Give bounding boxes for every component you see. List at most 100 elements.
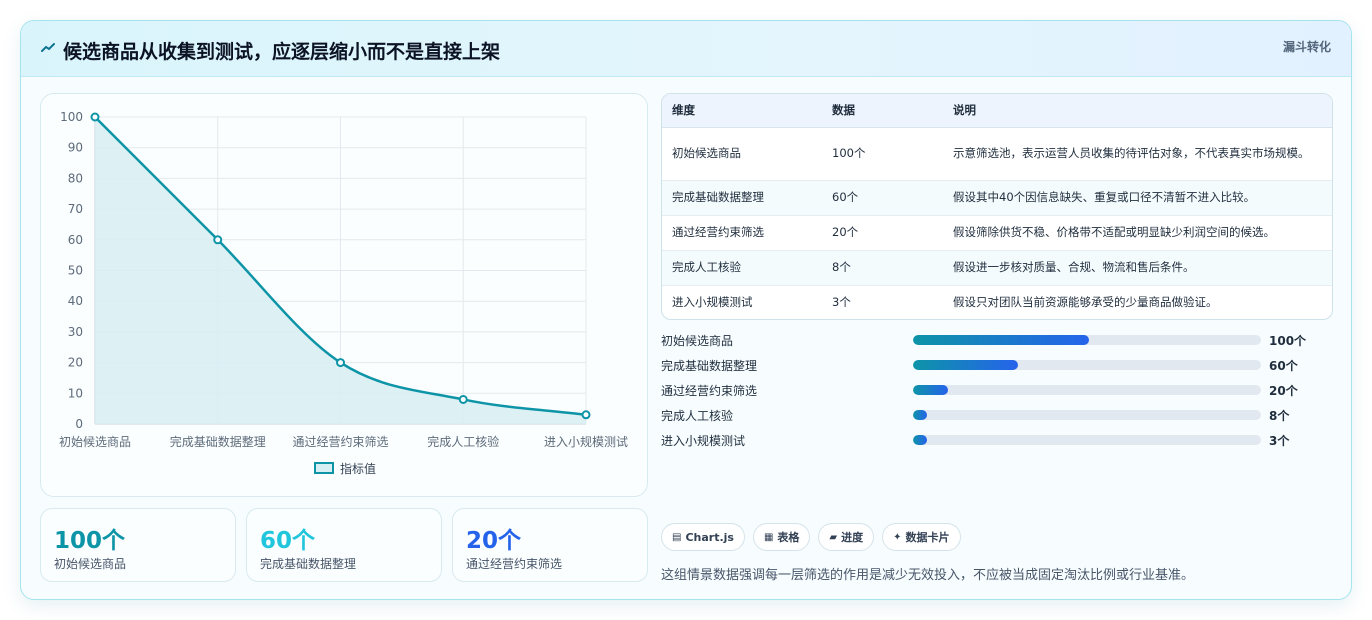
table-cell: 100个: [822, 127, 943, 181]
table-header-cell: 说明: [943, 94, 1332, 128]
y-tick-label: 70: [68, 202, 83, 216]
y-tick-label: 80: [68, 171, 83, 185]
series-line: [94, 116, 587, 417]
progress-icon: ▰: [829, 531, 838, 543]
chip-label: Chart.js: [685, 530, 734, 544]
table-row: 通过经营约束筛选 20个 假设筛除供货不稳、价格带不适配或明显缺少利润空间的候选…: [662, 215, 1332, 251]
table-cell: 20个: [822, 215, 943, 251]
progress-label: 初始候选商品: [661, 334, 734, 348]
stat-label: 初始候选商品: [54, 557, 127, 571]
funnel-card: 候选商品从收集到测试，应逐层缩小而不是直接上架 漏斗转化 0 10 20 30 40 50…: [20, 20, 1352, 600]
stat-label: 通过经营约束筛选: [466, 557, 563, 571]
line-chart: 0 10 20 30 40 50 60 70 80 90 100 初始候选商品 完成基础数据整理 通过经营…: [59, 110, 628, 449]
progress-value: 60个: [1269, 359, 1298, 373]
chip-label: 进度: [841, 531, 864, 544]
x-tick-label: 完成人工核验: [427, 434, 499, 449]
y-tick-label: 0: [75, 417, 83, 431]
sparkle-icon: ✦: [893, 531, 902, 543]
table-cell: 示意筛选池，表示运营人员收集的待评估对象，不代表真实市场规模。: [943, 127, 1332, 181]
table-header-cell: 数据: [822, 94, 943, 128]
table-cell: 初始候选商品: [662, 127, 822, 181]
page-title: 候选商品从收集到测试，应逐层缩小而不是直接上架: [63, 41, 501, 63]
progress-label: 完成基础数据整理: [661, 359, 758, 373]
progress-row: 初始候选商品 100个: [661, 329, 1341, 349]
progress-fill: [913, 435, 927, 445]
table-cell: 通过经营约束筛选: [662, 215, 822, 251]
table-cell: 进入小规模测试: [672, 294, 753, 309]
data-point: [336, 358, 345, 368]
data-point: [458, 394, 468, 404]
progress-value: 3个: [1269, 434, 1290, 448]
x-tick-label: 完成基础数据整理: [170, 434, 266, 449]
stat-value: 20个: [466, 528, 522, 554]
table-cell: 8个: [822, 250, 943, 286]
stat-label: 完成基础数据整理: [260, 557, 357, 571]
chip-chartjs[interactable]: ▤ Chart.js: [661, 523, 745, 551]
y-tick-label: 40: [68, 294, 83, 308]
legend-label: 指标值: [340, 461, 377, 476]
progress-row: 完成人工核验 8个: [661, 404, 1341, 424]
progress-label: 完成人工核验: [661, 409, 734, 423]
table-cell: 假设其中40个因信息缺失、重复或口径不清暂不进入比较。: [943, 180, 1332, 216]
data-point: [581, 410, 591, 420]
x-tick-label: 进入小规模测试: [544, 434, 628, 449]
table-row: 初始候选商品 100个 示意筛选池，表示运营人员收集的待评估对象，不代表真实市场…: [662, 127, 1332, 181]
progress-fill: [913, 385, 949, 395]
table-row: 完成基础数据整理 60个 假设其中40个因信息缺失、重复或口径不清暂不进入比较。: [662, 180, 1332, 216]
y-tick-label: 50: [68, 264, 83, 278]
data-point: [90, 112, 100, 122]
table-icon: ▦: [763, 531, 774, 543]
chip-label: 表格: [777, 531, 800, 544]
progress-value: 8个: [1269, 409, 1290, 423]
chip-progress[interactable]: ▰ 进度: [818, 523, 875, 551]
stat-value: 60个: [260, 528, 316, 554]
stat-value: 100个: [54, 528, 126, 554]
progress-track: [913, 360, 1261, 370]
category-tag: 漏斗转化: [1282, 40, 1331, 54]
table-cell: 3个: [832, 294, 851, 309]
table-cell: 假设进一步核对质量、合规、物流和售后条件。: [943, 250, 1332, 286]
stat-card: 20个 通过经营约束筛选: [452, 508, 648, 582]
table-cell: 假设只对团队当前资源能够承受的少量商品做验证。: [953, 294, 1218, 309]
table-header-row: 维度 数据 说明: [662, 94, 1332, 128]
progress-label: 通过经营约束筛选: [661, 384, 758, 398]
chip-label: 数据卡片: [905, 531, 950, 544]
data-point: [213, 235, 223, 245]
x-tick-label: 初始候选商品: [59, 434, 131, 449]
area-fill: [95, 117, 586, 424]
stat-card: 60个 完成基础数据整理: [246, 508, 442, 582]
y-tick-label: 90: [68, 141, 83, 155]
progress-fill: [913, 360, 1019, 370]
progress-value: 20个: [1269, 384, 1298, 398]
table-cell: 60个: [822, 180, 943, 216]
footnote: 这组情景数据强调每一层筛选的作用是减少无效投入，不应被当成固定淘汰比例或行业基准…: [661, 568, 1195, 583]
table-cell: 假设筛除供货不稳、价格带不适配或明显缺少利润空间的候选。: [943, 215, 1332, 251]
legend-swatch: [314, 462, 334, 474]
card-header: 候选商品从收集到测试，应逐层缩小而不是直接上架 漏斗转化: [21, 21, 1351, 77]
progress-label: 进入小规模测试: [661, 434, 746, 448]
y-tick-label: 20: [68, 356, 83, 370]
stat-card: 100个 初始候选商品: [40, 508, 236, 582]
table-row: 进入小规模测试 3个 假设只对团队当前资源能够承受的少量商品做验证。: [662, 285, 1332, 319]
chart-panel: 0 10 20 30 40 50 60 70 80 90 100 初始候选商品 完成基础数据整理 通过经营…: [40, 93, 648, 497]
chart-icon: ▤: [672, 531, 682, 543]
y-tick-label: 30: [68, 325, 83, 339]
progress-row: 完成基础数据整理 60个: [661, 354, 1341, 374]
progress-track: [913, 435, 1261, 445]
table-header-cell: 维度: [662, 94, 822, 128]
chip-data-cards[interactable]: ✦ 数据卡片: [882, 523, 961, 551]
table-cell: 完成基础数据整理: [662, 180, 822, 216]
progress-track: [913, 385, 1261, 395]
progress-fill: [913, 335, 1089, 345]
chart-legend[interactable]: 指标值: [314, 460, 376, 476]
progress-track: [913, 410, 1261, 420]
table-cell: 完成人工核验: [662, 250, 822, 286]
progress-value: 100个: [1269, 334, 1307, 348]
progress-row: 通过经营约束筛选 20个: [661, 379, 1341, 399]
y-tick-label: 100: [60, 110, 83, 124]
chip-table[interactable]: ▦ 表格: [752, 523, 811, 551]
y-tick-label: 10: [68, 386, 83, 400]
progress-track: [913, 335, 1261, 345]
feature-chips: ▤ Chart.js ▦ 表格 ▰ 进度 ✦ 数据卡片: [661, 523, 961, 551]
x-tick-label: 通过经营约束筛选: [292, 434, 388, 449]
